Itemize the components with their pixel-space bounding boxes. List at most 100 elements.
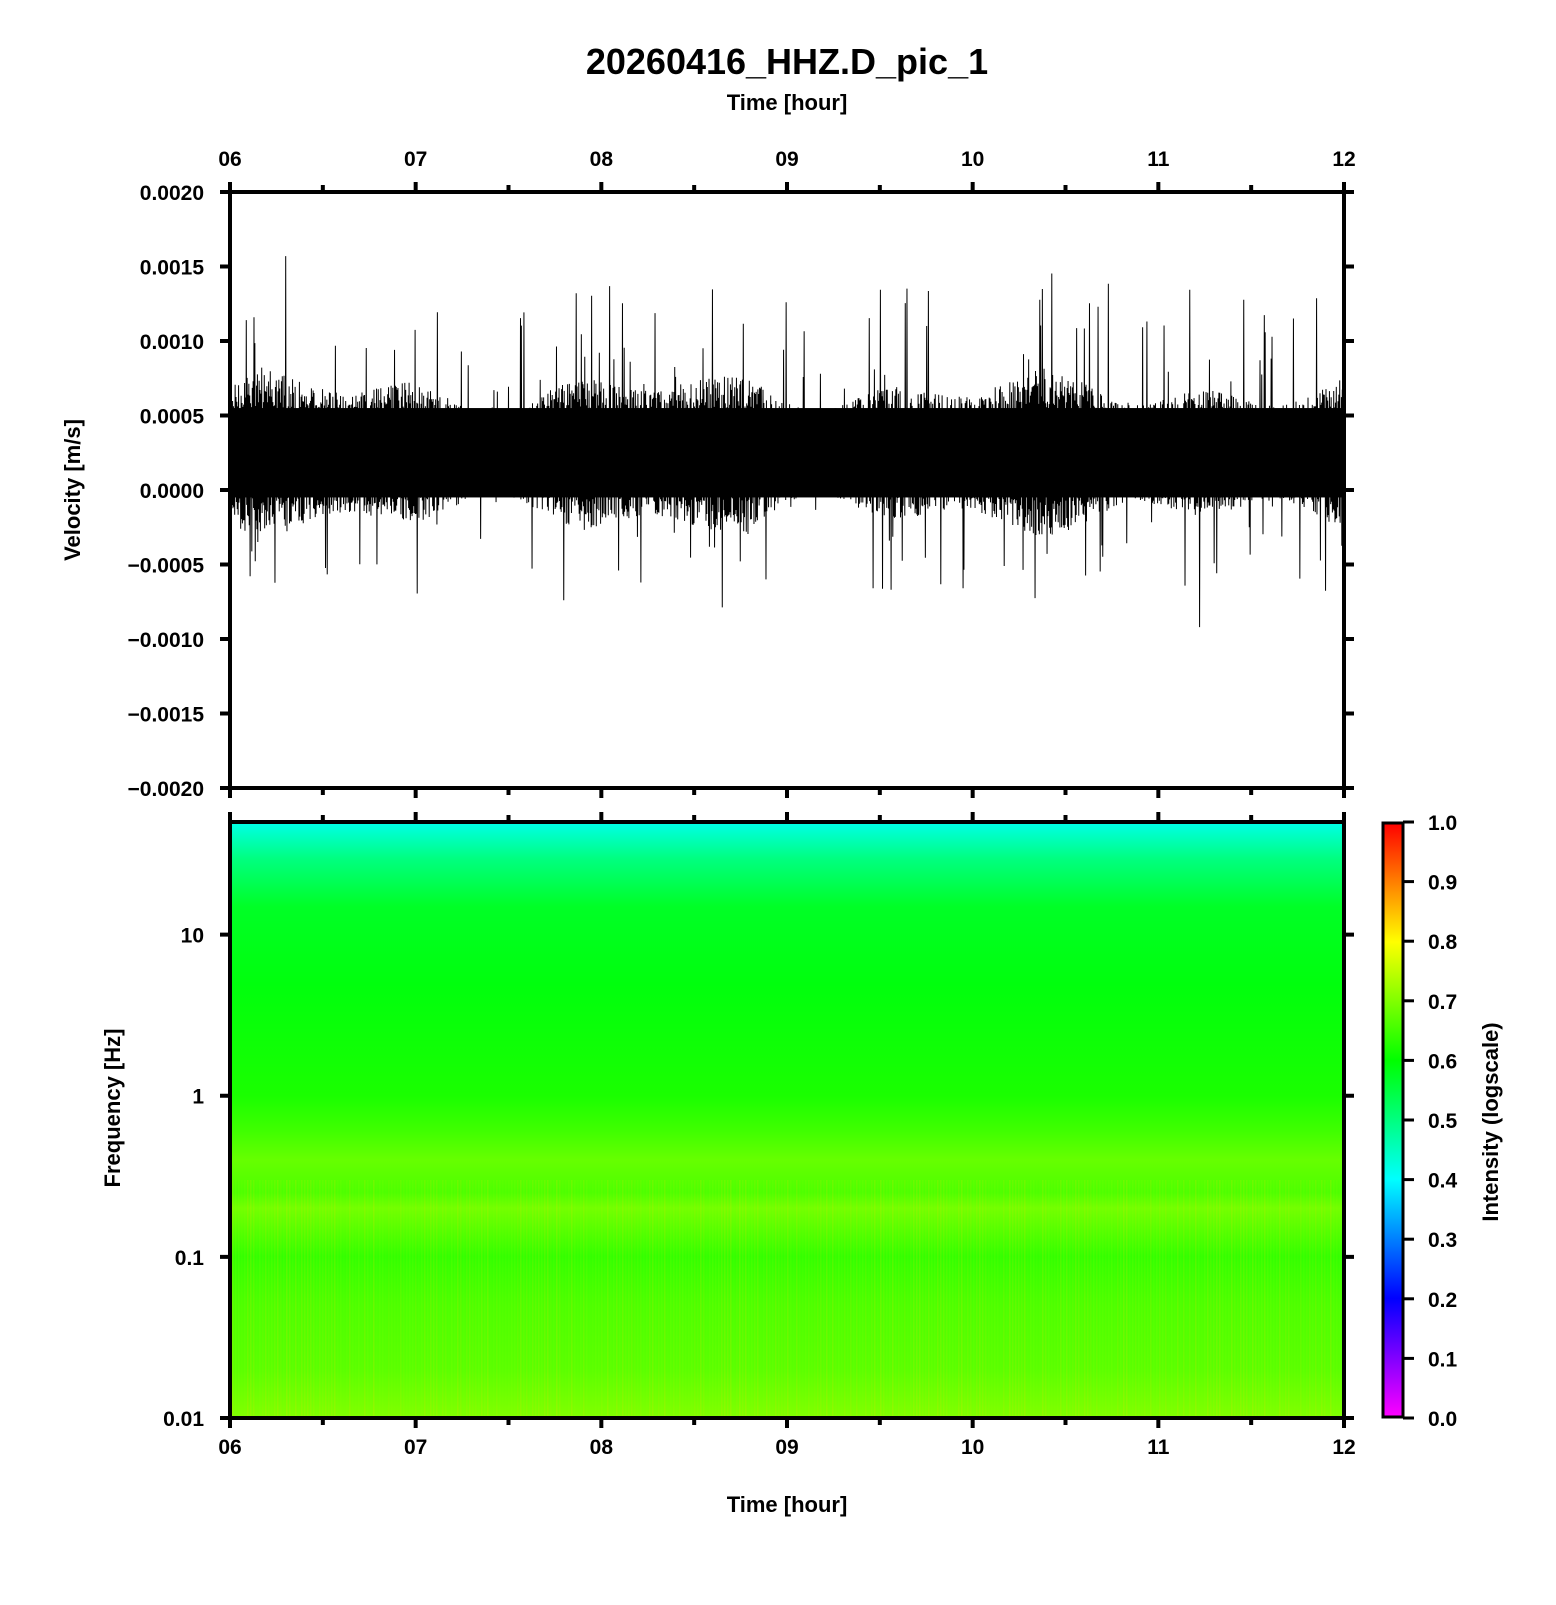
spectrogram-stripe xyxy=(766,1179,768,1418)
spectrogram-stripe xyxy=(1042,1179,1044,1418)
spectrogram-stripe xyxy=(604,1179,606,1418)
spectrogram-stripe xyxy=(1126,1179,1128,1418)
axes-group xyxy=(220,182,1414,1428)
spectrogram-stripe xyxy=(1159,1179,1161,1418)
spectrogram-stripe xyxy=(577,1179,579,1418)
spectrogram-stripe xyxy=(352,1179,354,1418)
spectrogram-stripe xyxy=(292,1179,294,1418)
spectrogram-stripe xyxy=(1183,1179,1185,1418)
bottom-x-tick-label: 07 xyxy=(404,1436,427,1459)
spectrogram-stripe xyxy=(349,1179,351,1418)
spectrogram-stripe xyxy=(1090,1179,1092,1418)
spectrogram-stripe xyxy=(673,1179,675,1418)
spectrogram-stripe xyxy=(1171,1179,1173,1418)
spectrogram-stripe xyxy=(961,1179,963,1418)
spectrogram-stripe xyxy=(988,1179,990,1418)
spectrogram-stripe xyxy=(748,1179,750,1418)
spectrogram-stripe xyxy=(1069,1179,1071,1418)
spectrogram-stripe xyxy=(853,1179,855,1418)
spectrogram-stripe xyxy=(274,1179,276,1418)
spectrogram-stripe xyxy=(1141,1179,1143,1418)
spectrogram-stripe xyxy=(1132,1179,1134,1418)
spectrogram-stripe xyxy=(1051,1179,1053,1418)
tick-labels-group: 06 06 07 07 08 08 09 09 10 10 11 11 12 12 0.0020 0.0015… xyxy=(128,148,1458,1459)
spectrogram-stripe xyxy=(487,1179,489,1418)
spectrogram-stripe xyxy=(1219,1179,1221,1418)
spectrogram-stripe xyxy=(358,1179,360,1418)
spectrogram-stripe xyxy=(493,1179,495,1418)
spectrogram-stripe xyxy=(529,1179,531,1418)
spectrogram-stripe xyxy=(736,1179,738,1418)
spectrogram-stripe xyxy=(805,1179,807,1418)
spectrogram-stripe xyxy=(580,1179,582,1418)
spectrogram-stripe xyxy=(295,1179,297,1418)
spectrogram-stripe xyxy=(811,1179,813,1418)
colorbar-tick-label: 1.0 xyxy=(1428,812,1457,835)
colorbar-label: Intensity (logscale) xyxy=(1478,1022,1503,1221)
bottom-xlabel: Time [hour] xyxy=(727,1492,848,1517)
spectrogram-stripe xyxy=(328,1179,330,1418)
spectrogram-stripe xyxy=(379,1179,381,1418)
spectrogram-stripe xyxy=(775,1179,777,1418)
spectrogram-y-tick-label: 0.1 xyxy=(175,1247,205,1270)
top-x-tick-label: 06 xyxy=(218,148,241,171)
spectrogram-stripe xyxy=(1303,1179,1305,1418)
waveform-y-tick-label: −0.0015 xyxy=(128,704,205,727)
spectrogram-stripe xyxy=(1015,1179,1017,1418)
spectrogram-stripe xyxy=(769,1179,771,1418)
bottom-x-tick-label: 12 xyxy=(1332,1436,1355,1459)
spectrogram-stripe xyxy=(1324,1179,1326,1418)
spectrogram-stripes xyxy=(232,1179,1344,1418)
spectrogram-stripe xyxy=(1012,1179,1014,1418)
spectrogram-stripe xyxy=(595,1179,597,1418)
spectrogram-stripe xyxy=(475,1179,477,1418)
spectrogram-stripe xyxy=(334,1179,336,1418)
waveform-y-tick-label: 0.0000 xyxy=(140,480,204,503)
spectrogram-stripe xyxy=(946,1179,948,1418)
top-xlabel: Time [hour] xyxy=(727,90,848,115)
spectrogram-stripe xyxy=(367,1179,369,1418)
spectrogram-stripe xyxy=(376,1179,378,1418)
spectrogram-stripe xyxy=(1081,1179,1083,1418)
spectrogram-stripe xyxy=(316,1179,318,1418)
spectrogram-stripe xyxy=(652,1179,654,1418)
spectrogram-stripe xyxy=(586,1179,588,1418)
spectrogram-stripe xyxy=(1228,1179,1230,1418)
spectrogram-stripe xyxy=(1006,1179,1008,1418)
spectrogram-y-tick-label: 1 xyxy=(192,1086,204,1109)
top-x-tick-label: 07 xyxy=(404,148,427,171)
waveform-y-tick-label: 0.0020 xyxy=(140,182,204,205)
spectrogram-stripe xyxy=(1201,1179,1203,1418)
spectrogram-stripe xyxy=(403,1179,405,1418)
spectrogram-stripe xyxy=(1177,1179,1179,1418)
spectrogram-stripe xyxy=(232,1179,234,1418)
spectrogram-stripe xyxy=(1240,1179,1242,1418)
spectrogram-stripe xyxy=(763,1179,765,1418)
spectrogram-stripe xyxy=(1102,1179,1104,1418)
spectrogram-stripe xyxy=(610,1179,612,1418)
spectrogram-stripe xyxy=(643,1179,645,1418)
spectrogram-stripe xyxy=(433,1179,435,1418)
spectrogram-stripe xyxy=(1222,1179,1224,1418)
spectrogram-stripe xyxy=(499,1179,501,1418)
spectrogram-stripe xyxy=(1114,1179,1116,1418)
spectrogram-stripe xyxy=(1087,1179,1089,1418)
spectrogram-stripe xyxy=(451,1179,453,1418)
spectrogram-stripe xyxy=(535,1179,537,1418)
spectrogram-stripe xyxy=(439,1179,441,1418)
spectrogram-stripe xyxy=(262,1179,264,1418)
spectrogram-stripe xyxy=(571,1179,573,1418)
spectrogram-stripe xyxy=(1108,1179,1110,1418)
spectrogram-stripe xyxy=(505,1179,507,1418)
waveform-y-tick-label: −0.0020 xyxy=(128,778,205,801)
spectrogram-stripe xyxy=(1093,1179,1095,1418)
spectrogram-stripe xyxy=(1054,1179,1056,1418)
spectrogram-stripe xyxy=(913,1179,915,1418)
spectrogram-stripe xyxy=(1279,1179,1281,1418)
spectrogram-stripe xyxy=(1186,1179,1188,1418)
spectrogram-stripe xyxy=(1036,1179,1038,1418)
spectrogram-stripe xyxy=(553,1179,555,1418)
spectrogram-stripe xyxy=(817,1179,819,1418)
spectrogram-stripe xyxy=(1021,1179,1023,1418)
spectrogram-stripe xyxy=(883,1179,885,1418)
